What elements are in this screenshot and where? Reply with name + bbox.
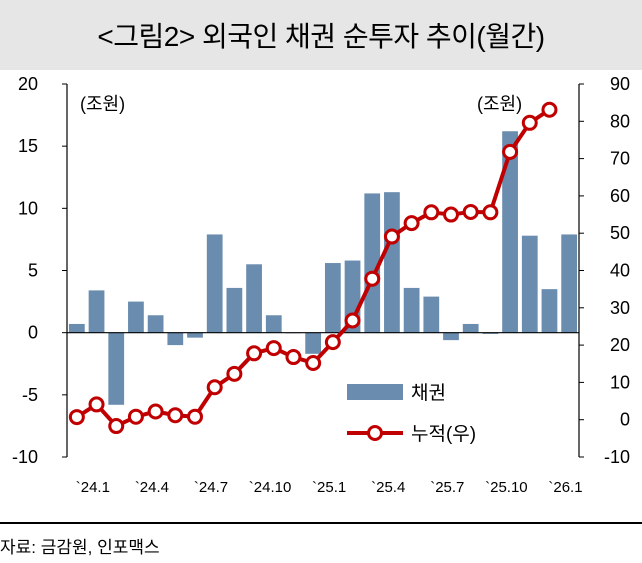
cumulative-line	[75, 108, 551, 429]
bar	[167, 332, 184, 346]
legend-label-bars: 채권	[411, 382, 446, 404]
left-unit-label: (조원)	[80, 94, 125, 114]
bar	[403, 287, 420, 333]
bar	[443, 332, 459, 341]
x-tick-label: `25.4	[371, 479, 405, 496]
left-tick-label: -5	[22, 385, 38, 405]
cumulative-point	[502, 143, 519, 160]
x-tick-label: `25.7	[430, 479, 464, 496]
right-tick-label: 0	[620, 410, 630, 430]
x-tick-label: `24.7	[194, 479, 228, 496]
cumulative-point	[383, 228, 400, 245]
cumulative-point	[127, 408, 144, 425]
bar	[423, 296, 440, 333]
bar	[521, 235, 538, 333]
source-note: 자료: 금감원, 인포맥스	[0, 538, 160, 557]
cumulative-point	[88, 396, 105, 413]
chart-title: <그림2> 외국인 채권 순투자 추이(월간)	[97, 21, 545, 52]
bar	[541, 289, 558, 333]
bottom-rule	[0, 522, 642, 524]
cumulative-point	[482, 204, 499, 221]
x-tick-label: `25.1	[312, 479, 346, 496]
bar	[305, 332, 322, 354]
bar	[128, 301, 144, 333]
cumulative-point	[403, 215, 420, 232]
left-tick-label: -10	[12, 447, 38, 467]
bar	[561, 234, 578, 333]
cumulative-point	[108, 418, 125, 435]
cumulative-point	[167, 407, 184, 424]
cumulative-point	[462, 203, 479, 220]
bar	[502, 131, 518, 333]
cumulative-point	[305, 355, 322, 372]
left-tick-label: 10	[18, 198, 38, 218]
x-tick-label: `24.1	[76, 479, 110, 496]
bar	[187, 332, 203, 338]
right-tick-label: 70	[610, 149, 630, 169]
bar	[88, 290, 105, 333]
right-tick-label: 10	[610, 372, 630, 392]
right-tick-label: 80	[610, 111, 630, 131]
cumulative-point	[285, 349, 302, 366]
legend-swatch-bars	[347, 384, 403, 400]
cumulative-point	[206, 379, 223, 396]
right-tick-label: -10	[604, 447, 630, 467]
bar	[108, 332, 125, 405]
x-tick-label: `24.4	[135, 479, 169, 496]
left-tick-label: 20	[18, 74, 38, 94]
bar	[226, 287, 243, 333]
cumulative-point	[68, 409, 85, 426]
cumulative-point	[147, 403, 164, 420]
x-tick-label: `26.1	[548, 479, 582, 496]
left-tick-label: 0	[28, 323, 38, 343]
bar	[384, 192, 400, 333]
right-tick-label: 40	[610, 261, 630, 281]
bar	[324, 263, 341, 333]
bar	[246, 264, 262, 333]
legend-label-line: 누적(우)	[411, 423, 476, 445]
bar	[364, 193, 381, 333]
right-tick-label: 30	[610, 298, 630, 318]
right-tick-label: 50	[610, 223, 630, 243]
x-tick-label: `25.10	[485, 479, 528, 496]
cumulative-point	[187, 408, 203, 425]
cumulative-point	[521, 114, 538, 131]
right-tick-label: 90	[610, 74, 630, 94]
bar	[68, 323, 85, 333]
bar	[462, 323, 479, 333]
left-tick-label: 5	[28, 261, 38, 281]
right-unit-label: (조원)	[477, 94, 522, 114]
bar	[482, 332, 499, 334]
cumulative-point	[541, 101, 558, 118]
cumulative-point	[246, 345, 263, 362]
cumulative-point	[344, 312, 361, 329]
cumulative-point	[423, 204, 440, 221]
chart: 20151050-5-109080706050403020100-10`24.1…	[12, 74, 630, 496]
cumulative-point	[324, 334, 341, 351]
cumulative-point	[265, 340, 282, 357]
legend-swatch-marker	[367, 425, 383, 441]
bar	[206, 234, 223, 333]
bar	[147, 315, 164, 333]
bar	[265, 315, 282, 333]
right-tick-label: 60	[610, 186, 630, 206]
cumulative-point	[443, 206, 459, 223]
title-bar: <그림2> 외국인 채권 순투자 추이(월간)	[0, 0, 642, 70]
cumulative-point	[364, 270, 381, 287]
cumulative-point	[226, 365, 243, 382]
right-tick-label: 20	[610, 335, 630, 355]
x-tick-label: `24.10	[249, 479, 292, 496]
left-tick-label: 15	[18, 136, 38, 156]
